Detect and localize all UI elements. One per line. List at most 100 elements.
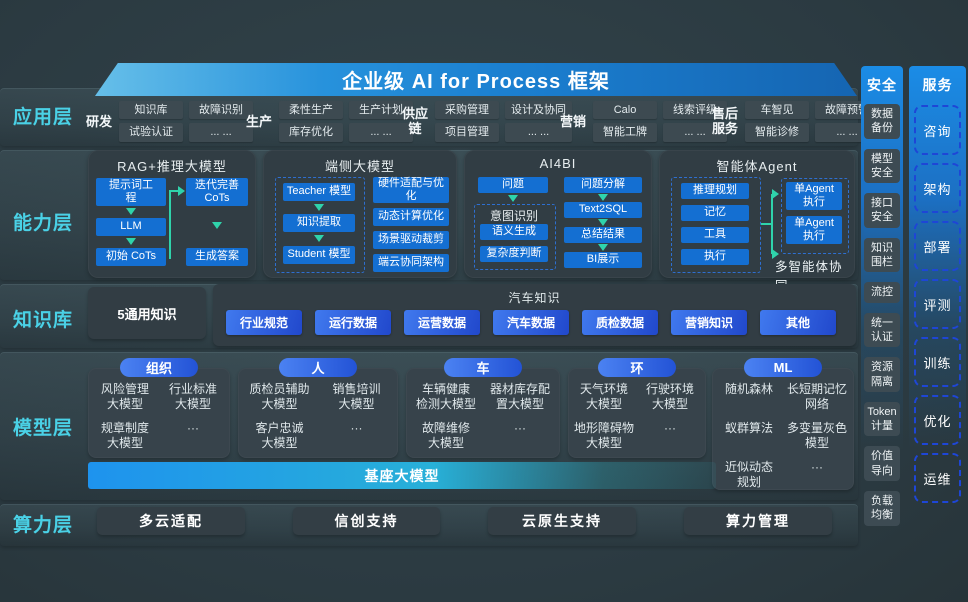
model-group-pill: ML xyxy=(744,358,822,377)
model-items: 天气环境 大模型 行驶环境 大模型 地形障碍物 大模型 ··· xyxy=(572,382,702,451)
app-chip: ... ... xyxy=(189,123,254,142)
arrow-down-icon xyxy=(212,222,222,229)
model-item: 地形障碍物 大模型 xyxy=(573,421,634,450)
arrow-down-icon xyxy=(508,195,518,202)
bracket-stub xyxy=(761,223,771,225)
app-chip: 智能诊修 xyxy=(745,123,810,142)
node-semantic-gen: 语义生成 xyxy=(480,224,548,240)
security-item: 数据备份 xyxy=(864,104,900,139)
security-column-title: 安全 xyxy=(867,77,897,93)
knowledge-tag: 运营数据 xyxy=(404,310,480,335)
panel-title: 端侧大模型 xyxy=(324,159,395,174)
model-item: ··· xyxy=(187,421,199,435)
app-chip: 设计及协同 xyxy=(505,101,573,120)
app-group-chips: Calo 线索评级 智能工牌 ... ... xyxy=(593,101,728,142)
service-item: 运维 xyxy=(914,453,961,503)
bracket-line xyxy=(771,194,773,254)
foundation-model-bar: 基座大模型 xyxy=(88,462,716,489)
model-group-org: 组织 风险管理 大模型 行业标准 大模型 规章制度 大模型 ··· xyxy=(88,358,230,458)
intent-group-title: 意图识别 xyxy=(489,209,538,223)
knowledge-tag: 质检数据 xyxy=(582,310,658,335)
service-item: 训练 xyxy=(914,337,961,387)
security-item: 模型安全 xyxy=(864,148,900,184)
services-column: 服务 咨询 架构 部署 评测 训练 优化 运维 xyxy=(909,66,966,546)
panel-agent: 智能体Agent 推理规划 记忆 工具 执行 单Agent 执行 单Agent … xyxy=(659,150,855,293)
app-chip: 故障识别 xyxy=(189,101,254,120)
node-reason-plan: 推理规划 xyxy=(681,183,749,199)
knowledge-tag: 营销知识 xyxy=(671,310,747,335)
model-item: ··· xyxy=(664,421,676,435)
layer-label-compute: 算力层 xyxy=(12,515,73,536)
model-item: 天气环境 大模型 xyxy=(579,382,628,411)
agent-core-group xyxy=(671,177,761,273)
arrow-down-icon xyxy=(314,204,324,211)
services-column-title: 服务 xyxy=(922,77,953,93)
compute-cloudnative: 云原生支持 xyxy=(488,507,636,535)
model-item: 质检员辅助 大模型 xyxy=(249,382,310,411)
node-single-agent-1: 单Agent 执行 xyxy=(786,182,842,210)
node-memory: 记忆 xyxy=(681,205,749,221)
knowledge-tag: 汽车数据 xyxy=(493,310,569,335)
app-chip: 项目管理 xyxy=(435,123,500,142)
arrow-right-icon xyxy=(772,189,779,199)
model-items: 质检员辅助 大模型 销售培训 大模型 客户忠诚 大模型 ··· xyxy=(242,382,394,451)
service-items: 咨询 架构 部署 评测 训练 优化 运维 xyxy=(909,105,966,503)
model-item: 近似动态 规划 xyxy=(724,460,773,489)
service-item: 架构 xyxy=(914,163,961,213)
panel-ai4bi: AI4BI 问题 意图识别 语义生成 复杂度判断 问题分解 Text2SQL 总… xyxy=(464,150,652,278)
security-item: 接口安全 xyxy=(864,193,900,228)
model-group-environment: 环 天气环境 大模型 行驶环境 大模型 地形障碍物 大模型 ··· xyxy=(568,358,706,458)
panel-rag: RAG+推理大模型 提示词工 程 LLM 初始 CoTs 迭代完善 CoTs 生… xyxy=(88,150,256,278)
title-banner: 企业级 AI for Process 框架 xyxy=(95,63,857,96)
auto-knowledge-panel: 汽车知识 行业规范 运行数据 运营数据 汽车数据 质检数据 营销知识 其他 xyxy=(213,284,856,346)
layer-label-knowledge: 知识库 xyxy=(12,310,73,331)
panel-title: RAG+推理大模型 xyxy=(117,159,227,174)
node-dynamic-compute: 动态计算优化 xyxy=(373,208,449,226)
model-item: 销售培训 大模型 xyxy=(332,382,381,411)
service-item: 咨询 xyxy=(914,105,961,155)
node-teacher-model: Teacher 模型 xyxy=(283,183,355,201)
service-item: 评测 xyxy=(914,279,961,329)
node-text2sql: Text2SQL xyxy=(564,202,642,218)
security-items: 数据备份 模型安全 接口安全 知识围栏 流控 统一认证 资源隔离 Token计量… xyxy=(861,104,903,526)
node-single-agent-2: 单Agent 执行 xyxy=(786,216,842,244)
security-item: 资源隔离 xyxy=(864,357,900,392)
security-item: 统一认证 xyxy=(864,312,900,348)
model-item: 行驶环境 大模型 xyxy=(645,382,694,411)
app-group-marketing: 营销 Calo 线索评级 智能工牌 ... ... xyxy=(560,101,728,142)
model-item: 蚁群算法 xyxy=(724,421,773,435)
app-group-chips: 车智见 故障预警 智能诊修 ... ... xyxy=(745,101,880,142)
node-summarize: 总结结果 xyxy=(564,227,642,243)
compute-power-mgmt: 算力管理 xyxy=(684,507,832,535)
layer-label-application: 应用层 xyxy=(12,107,73,128)
node-student-model: Student 模型 xyxy=(283,246,355,264)
app-chip: 线索评级 xyxy=(663,101,728,120)
app-chip: 知识库 xyxy=(119,101,184,120)
app-group-label: 营销 xyxy=(560,113,587,129)
security-item: 负载均衡 xyxy=(864,491,900,526)
model-item: 故障维修 大模型 xyxy=(421,421,470,450)
app-chip: 试验认证 xyxy=(119,123,184,142)
app-chip: 柔性生产 xyxy=(279,101,344,120)
panel-edge-model: 端侧大模型 Teacher 模型 知识提取 Student 模型 硬件适配与优 … xyxy=(263,150,457,278)
app-chip: 生产计划 xyxy=(349,101,414,120)
app-group-rd: 研发 知识库 故障识别 试验认证 ... ... xyxy=(86,101,254,142)
intent-group xyxy=(474,204,556,270)
node-scene-tailoring: 场景驱动裁剪 xyxy=(373,231,449,249)
model-group-vehicle: 车 车辆健康 检测大模型 器材库存配 置大模型 故障维修 大模型 ··· xyxy=(406,358,560,458)
model-group-pill: 环 xyxy=(598,358,676,377)
elbow-connector xyxy=(169,190,181,259)
app-group-label: 研发 xyxy=(86,113,113,129)
knowledge-tags: 行业规范 运行数据 运营数据 汽车数据 质检数据 营销知识 其他 xyxy=(226,310,836,335)
node-execute: 执行 xyxy=(681,249,749,265)
security-column: 安全 数据备份 模型安全 接口安全 知识围栏 流控 统一认证 资源隔离 Toke… xyxy=(861,66,903,546)
service-item: 优化 xyxy=(914,395,961,445)
page-title: 企业级 AI for Process 框架 xyxy=(342,71,610,93)
arrow-down-icon xyxy=(126,238,136,245)
arrow-down-icon xyxy=(598,194,608,201)
model-group-pill: 组织 xyxy=(120,358,198,377)
app-group-production: 生产 柔性生产 生产计划 库存优化 ... ... xyxy=(246,101,414,142)
node-cloud-edge-arch: 端云协同架构 xyxy=(373,254,449,272)
app-chip: 智能工牌 xyxy=(593,123,658,142)
node-hardware-adapt: 硬件适配与优 化 xyxy=(373,177,449,203)
